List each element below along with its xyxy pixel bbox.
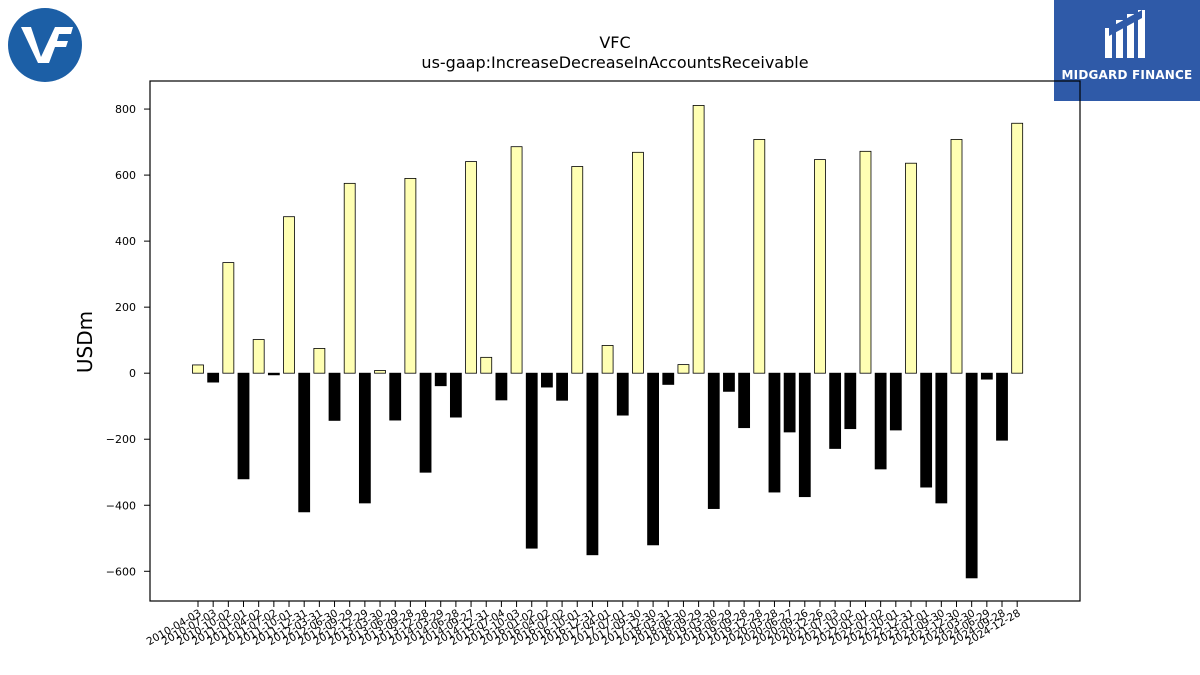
- bar-2014-03-29: [434, 372, 447, 387]
- bar-2020-12-26: [814, 159, 826, 374]
- bar-2018-06-30: [677, 364, 690, 374]
- y-axis-label: USDm: [73, 311, 97, 373]
- midgard-finance-logo: MIDGARD FINANCE: [1054, 0, 1200, 101]
- bar-2011-01-01: [237, 372, 250, 480]
- bar-2011-10-01: [283, 216, 295, 374]
- bars-group: [192, 105, 1024, 579]
- bar-2011-12-31: [298, 372, 311, 513]
- bar-2022-07-02: [874, 372, 887, 470]
- bar-2010-04-03: [192, 364, 204, 374]
- bar-2022-01-01: [859, 150, 872, 374]
- bar-2012-09-29: [343, 182, 356, 374]
- chart-title: VFC: [599, 33, 630, 52]
- bar-2017-07-01: [616, 372, 629, 416]
- bar-2017-04-01: [601, 345, 614, 374]
- bar-2024-09-28: [996, 372, 1008, 441]
- bar-2019-06-29: [723, 372, 735, 392]
- bar-2017-12-30: [647, 372, 659, 546]
- bar-2012-12-29: [358, 372, 371, 504]
- bar-2013-12-28: [419, 372, 432, 473]
- y-tick-label: 200: [115, 301, 136, 314]
- bar-2020-06-27: [783, 372, 796, 433]
- bar-2016-10-01: [571, 166, 584, 374]
- bar-2018-03-31: [662, 372, 675, 385]
- bar-2013-06-29: [389, 372, 402, 421]
- bar-2021-10-02: [844, 372, 857, 430]
- bar-2024-03-30: [965, 372, 978, 579]
- y-tick-label: −200: [106, 433, 136, 446]
- bar-2021-07-03: [829, 372, 842, 449]
- bar-2016-01-02: [525, 372, 538, 549]
- bar-2024-12-28: [1011, 122, 1024, 374]
- bar-2023-07-01: [920, 372, 933, 488]
- bar-2018-09-29: [692, 105, 705, 374]
- bar-2019-03-30: [707, 372, 720, 509]
- bar-2016-07-02: [556, 372, 568, 401]
- bar-2014-12-31: [480, 356, 493, 374]
- bar-2023-12-30: [950, 139, 963, 374]
- bar-2022-12-31: [905, 162, 917, 374]
- y-tick-label: 800: [115, 103, 136, 116]
- y-tick-label: 400: [115, 235, 136, 248]
- bar-2016-12-31: [586, 372, 599, 556]
- bar-2012-06-30: [328, 372, 341, 421]
- y-tick-label: 600: [115, 169, 136, 182]
- bar-2011-04-02: [252, 339, 265, 374]
- bar-2014-06-28: [449, 372, 462, 418]
- bar-2013-09-28: [404, 177, 417, 374]
- bar-2019-12-28: [753, 139, 766, 374]
- bar-2015-10-03: [510, 146, 523, 374]
- y-tick-label: −600: [106, 565, 136, 578]
- chart-subtitle: us-gaap:IncreaseDecreaseInAccountsReceiv…: [421, 53, 808, 72]
- x-axis: 2010-04-032010-07-032010-10-022011-01-01…: [145, 601, 1023, 648]
- plot-frame: [149, 80, 1081, 602]
- bar-2023-09-30: [935, 372, 948, 504]
- bar-2020-09-26: [798, 372, 811, 498]
- bar-2019-09-28: [738, 372, 751, 429]
- y-tick-label: 0: [129, 367, 136, 380]
- vf-logo: [8, 8, 82, 82]
- bar-2011-07-02: [267, 372, 280, 376]
- bar-2015-07-04: [495, 372, 508, 401]
- bar-2014-09-27: [465, 161, 477, 374]
- bar-2012-03-31: [313, 348, 326, 374]
- midgard-emblem-icon: [1105, 10, 1145, 58]
- bar-2010-10-02: [222, 262, 235, 374]
- bar-2016-04-02: [541, 372, 553, 388]
- y-axis: −600 −400 −200 0 200 400 600 800: [106, 103, 150, 578]
- midgard-logo-text: MIDGARD FINANCE: [1061, 68, 1193, 82]
- bar-2017-09-30: [632, 151, 644, 374]
- bar-2022-10-01: [889, 372, 902, 431]
- bar-2013-03-30: [374, 370, 386, 374]
- y-tick-label: −400: [106, 499, 136, 512]
- bar-2024-06-29: [980, 372, 993, 380]
- bar-2010-07-03: [207, 372, 220, 383]
- bar-2020-03-28: [768, 372, 781, 493]
